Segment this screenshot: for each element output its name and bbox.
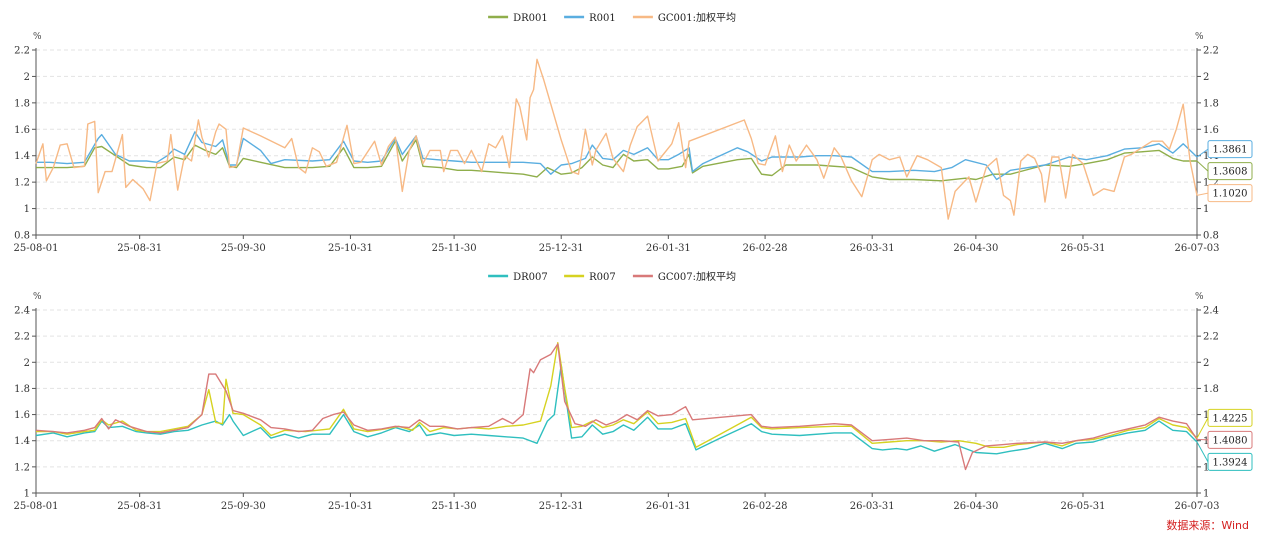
- y-unit-right: %: [1195, 292, 1204, 302]
- x-tick-label: 25-08-31: [117, 501, 162, 512]
- x-tick-label: 26-03-31: [850, 243, 895, 254]
- y-tick-label-left: 1.6: [14, 125, 30, 136]
- x-tick-label: 26-02-28: [743, 501, 788, 512]
- end-value-leader: [1197, 193, 1208, 195]
- y-tick-label-right: 2.2: [1203, 46, 1219, 57]
- x-tick-label: 25-10-31: [328, 501, 373, 512]
- y-tick-label-right: 2: [1203, 358, 1209, 369]
- chart-panel-1: 0.80.8111.21.21.41.41.61.61.81.8222.22.2…: [14, 11, 1252, 254]
- series-line-dr007: [36, 365, 1197, 454]
- y-tick-label-left: 2: [24, 72, 30, 83]
- series-line-gc001: [36, 59, 1197, 219]
- y-tick-label-left: 1.8: [14, 384, 30, 395]
- legend-label: R001: [589, 13, 616, 24]
- x-tick-label: 26-05-31: [1061, 243, 1106, 254]
- y-tick-label-left: 2: [24, 358, 30, 369]
- y-tick-label-left: 1.2: [14, 178, 30, 189]
- x-tick-label: 25-09-30: [221, 243, 266, 254]
- series-line-r001: [36, 132, 1197, 180]
- end-value-text: 1.4080: [1213, 435, 1248, 446]
- legend-item: R001: [564, 13, 616, 24]
- legend-label: R007: [589, 272, 616, 283]
- y-tick-label-left: 0.8: [14, 231, 30, 242]
- y-tick-label-right: 1: [1203, 489, 1209, 500]
- y-tick-label-right: 2: [1203, 72, 1209, 83]
- y-tick-label-left: 1.8: [14, 98, 30, 109]
- y-tick-label-right: 2.4: [1203, 306, 1219, 317]
- y-tick-label-left: 1: [24, 489, 30, 500]
- legend-item: DR007: [488, 272, 548, 283]
- x-tick-label: 26-01-31: [646, 501, 691, 512]
- x-tick-label: 26-07-03: [1175, 501, 1220, 512]
- x-tick-label: 26-03-31: [850, 501, 895, 512]
- end-value-text: 1.3861: [1213, 145, 1248, 156]
- y-tick-label-left: 1: [24, 204, 30, 215]
- x-tick-label: 25-08-01: [14, 243, 59, 254]
- end-value-text: 1.4225: [1213, 413, 1248, 424]
- legend-item: GC001:加权平均: [633, 11, 736, 24]
- data-source-label: 数据来源：Wind: [1166, 517, 1249, 533]
- y-unit-right: %: [1195, 32, 1204, 42]
- x-tick-label: 25-11-30: [432, 243, 477, 254]
- x-tick-label: 26-04-30: [953, 243, 998, 254]
- x-tick-label: 25-10-31: [328, 243, 373, 254]
- y-tick-label-right: 1.8: [1203, 384, 1219, 395]
- y-tick-label-right: 0.8: [1203, 231, 1219, 242]
- x-tick-label: 26-01-31: [646, 243, 691, 254]
- x-tick-label: 25-12-31: [539, 243, 584, 254]
- legend-label: GC007:加权平均: [658, 270, 736, 283]
- x-tick-label: 25-09-30: [221, 501, 266, 512]
- y-tick-label-left: 1.4: [14, 151, 30, 162]
- series-line-r007: [36, 343, 1197, 448]
- legend-label: GC001:加权平均: [658, 11, 736, 24]
- y-tick-label-right: 1.6: [1203, 125, 1219, 136]
- x-tick-label: 25-11-30: [432, 501, 477, 512]
- x-tick-label: 25-08-01: [14, 501, 59, 512]
- x-tick-label: 26-05-31: [1061, 501, 1106, 512]
- x-tick-label: 25-12-31: [539, 501, 584, 512]
- y-tick-label-left: 2.2: [14, 46, 30, 57]
- y-tick-label-right: 2.2: [1203, 332, 1219, 343]
- y-tick-label-left: 2.2: [14, 332, 30, 343]
- chart-panel-2: 111.21.21.41.41.61.61.81.8222.22.22.42.4…: [14, 270, 1252, 512]
- y-unit-left: %: [33, 292, 42, 302]
- y-tick-label-left: 2.4: [14, 306, 30, 317]
- x-tick-label: 26-02-28: [743, 243, 788, 254]
- y-tick-label-right: 1.8: [1203, 98, 1219, 109]
- end-value-leader: [1197, 161, 1208, 171]
- y-tick-label-left: 1.6: [14, 410, 30, 421]
- end-value-text: 1.1020: [1213, 189, 1248, 200]
- y-tick-label-left: 1.2: [14, 462, 30, 473]
- legend-item: R007: [564, 272, 616, 283]
- legend-label: DR001: [513, 13, 548, 24]
- series-line-dr001: [36, 140, 1197, 181]
- legend-item: DR001: [488, 13, 548, 24]
- y-unit-left: %: [33, 32, 42, 42]
- y-tick-label-left: 1.4: [14, 436, 30, 447]
- end-value-text: 1.3924: [1213, 457, 1248, 468]
- legend-item: GC007:加权平均: [633, 270, 736, 283]
- x-tick-label: 25-08-31: [117, 243, 162, 254]
- y-tick-label-right: 1: [1203, 204, 1209, 215]
- x-tick-label: 26-07-03: [1175, 243, 1220, 254]
- series-line-gc007: [36, 344, 1197, 470]
- legend-label: DR007: [513, 272, 548, 283]
- end-value-text: 1.3608: [1213, 167, 1248, 178]
- x-tick-label: 26-04-30: [953, 501, 998, 512]
